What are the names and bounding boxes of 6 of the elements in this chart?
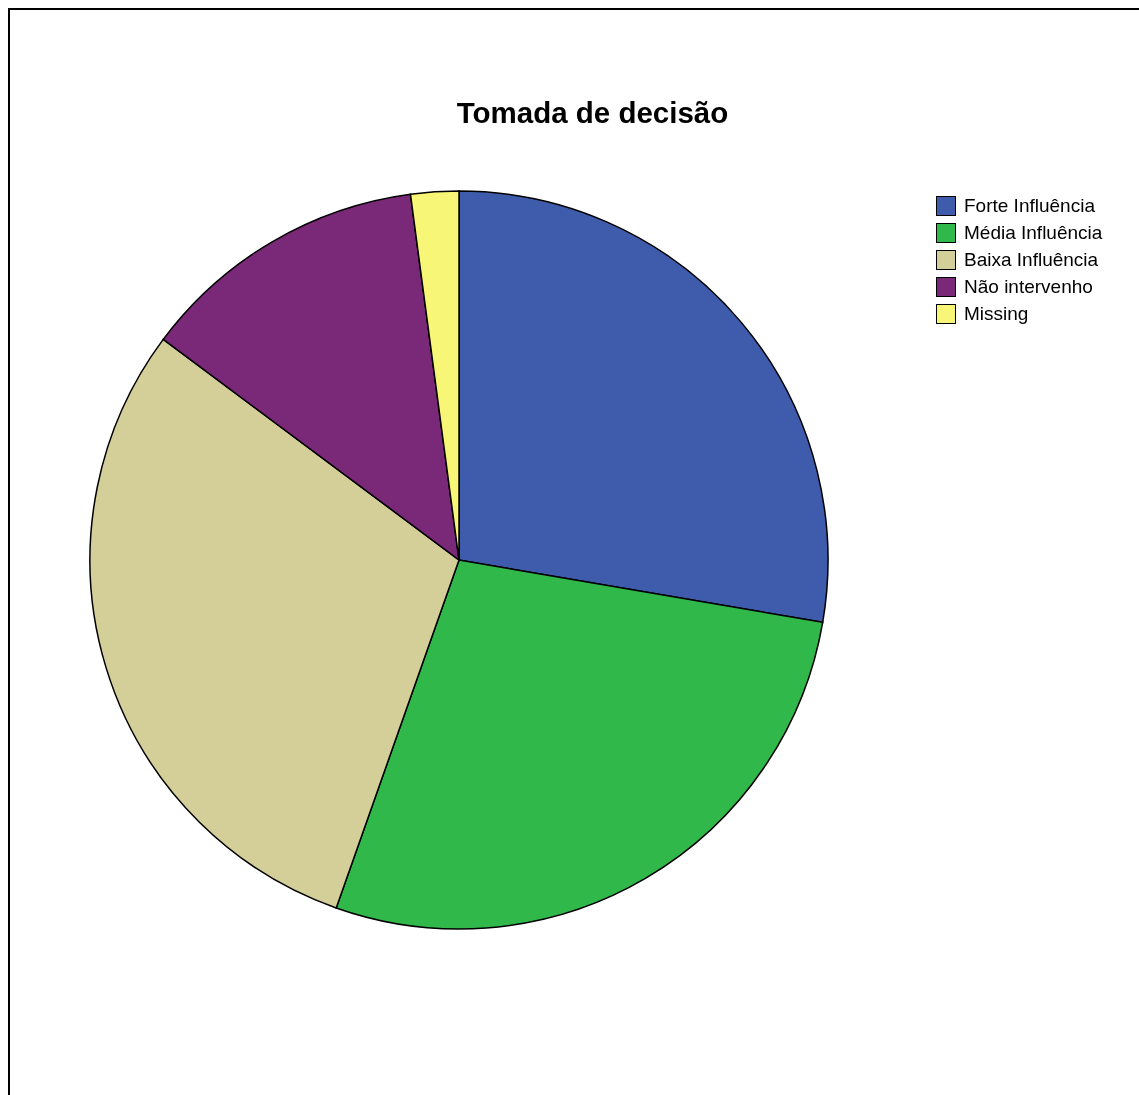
- legend-label: Não intervenho: [964, 275, 1093, 297]
- legend-label: Forte Influência: [964, 195, 1095, 217]
- legend-label: Missing: [964, 302, 1029, 324]
- legend-label: Baixa Influência: [964, 248, 1099, 270]
- legend-label: Média Influência: [964, 222, 1103, 244]
- chart-title: Tomada de decisão: [455, 95, 730, 131]
